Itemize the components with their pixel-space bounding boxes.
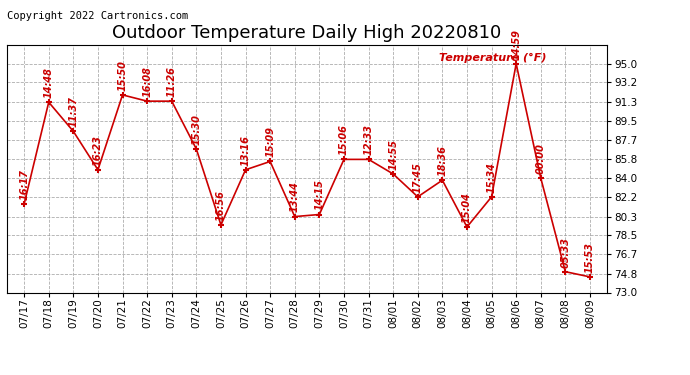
Text: 16:23: 16:23 xyxy=(93,135,103,166)
Text: 16:56: 16:56 xyxy=(216,190,226,221)
Text: 16:08: 16:08 xyxy=(142,66,152,97)
Text: 18:36: 18:36 xyxy=(437,145,447,176)
Text: 11:37: 11:37 xyxy=(68,96,79,127)
Title: Outdoor Temperature Daily High 20220810: Outdoor Temperature Daily High 20220810 xyxy=(112,24,502,42)
Text: Temperature (°F): Temperature (°F) xyxy=(439,53,546,63)
Text: 12:33: 12:33 xyxy=(364,124,373,155)
Text: 13:16: 13:16 xyxy=(241,135,250,166)
Text: 14:55: 14:55 xyxy=(388,139,398,170)
Text: 15:50: 15:50 xyxy=(117,60,128,91)
Text: 15:53: 15:53 xyxy=(585,242,595,273)
Text: 00:00: 00:00 xyxy=(535,143,546,174)
Text: 14:15: 14:15 xyxy=(315,180,324,210)
Text: Copyright 2022 Cartronics.com: Copyright 2022 Cartronics.com xyxy=(7,11,188,21)
Text: 15:04: 15:04 xyxy=(462,192,472,223)
Text: 16:17: 16:17 xyxy=(19,169,29,200)
Text: 13:44: 13:44 xyxy=(290,182,299,212)
Text: 17:45: 17:45 xyxy=(413,162,423,193)
Text: 14:48: 14:48 xyxy=(43,67,54,98)
Text: 11:26: 11:26 xyxy=(167,66,177,97)
Text: 15:34: 15:34 xyxy=(486,162,497,193)
Text: 15:30: 15:30 xyxy=(191,114,201,145)
Text: 15:09: 15:09 xyxy=(265,126,275,157)
Text: 14:59: 14:59 xyxy=(511,28,521,60)
Text: 15:06: 15:06 xyxy=(339,124,349,155)
Text: 05:33: 05:33 xyxy=(560,237,571,267)
